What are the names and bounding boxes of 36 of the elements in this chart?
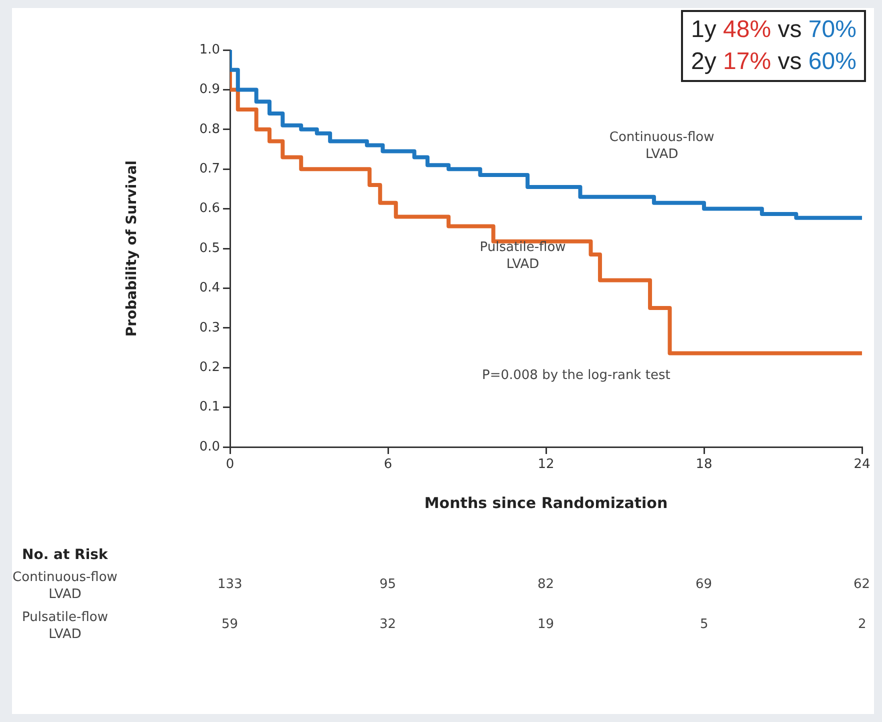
text: 19 xyxy=(538,617,554,632)
text: No. at Risk xyxy=(22,547,108,563)
y-tick-label: 0.8 xyxy=(199,122,220,137)
text: Continuous-flow LVAD xyxy=(12,569,118,603)
y-tick-label: 0.5 xyxy=(199,240,220,256)
text: 82 xyxy=(538,577,554,592)
x-tick-label: 12 xyxy=(538,457,554,472)
text: 69 xyxy=(696,577,712,592)
y-tick-label: 1.0 xyxy=(199,42,220,58)
text: 62 xyxy=(854,577,870,592)
y-tick-label: 0.7 xyxy=(199,161,220,176)
text: 59 xyxy=(222,617,238,632)
y-tick-label: 0.1 xyxy=(199,400,220,415)
annotation: 2y 17% vs 60% xyxy=(691,48,856,75)
annotation: P=0.008 by the log-rank test xyxy=(482,368,670,383)
series-label: Pulsatile-flow LVAD xyxy=(478,238,567,273)
text: 1y 48% vs 70% xyxy=(691,16,856,43)
x-tick-label: 18 xyxy=(696,457,712,472)
y-tick-label: 0.6 xyxy=(199,201,220,216)
text: 5 xyxy=(700,617,708,632)
x-tick-label: 24 xyxy=(854,457,870,472)
y-tick-label: 0.4 xyxy=(199,280,220,296)
y-tick-label: 0.0 xyxy=(199,439,220,454)
y-tick-label: 0.9 xyxy=(199,82,220,98)
text: Continuous-flow LVAD xyxy=(608,128,716,163)
x-axis-title: Months since Randomization xyxy=(424,494,668,512)
x-tick-label: 0 xyxy=(226,457,234,472)
text: 95 xyxy=(380,577,396,592)
text: 32 xyxy=(380,617,396,632)
y-axis-title: Probability of Survival xyxy=(124,160,140,337)
text: Pulsatile-flow LVAD xyxy=(21,609,109,643)
x-tick-label: 6 xyxy=(384,457,392,472)
y-tick-label: 0.2 xyxy=(199,360,220,375)
text: 2 xyxy=(858,617,866,632)
y-tick-label: 0.3 xyxy=(199,320,220,336)
text: 133 xyxy=(218,577,242,592)
